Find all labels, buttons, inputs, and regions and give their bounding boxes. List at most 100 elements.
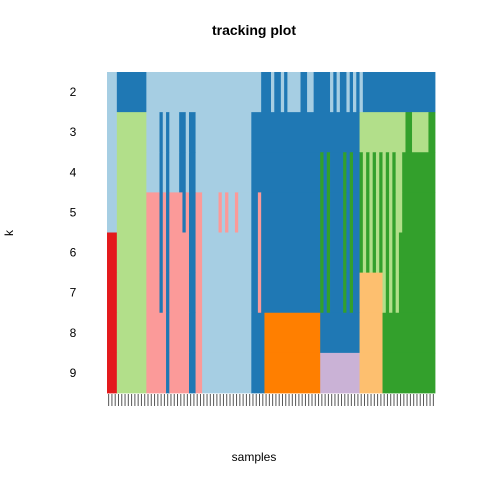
heatmap-cell <box>330 72 334 113</box>
heatmap-cell <box>376 152 380 193</box>
heatmap-cell <box>376 192 380 233</box>
heatmap-cell <box>379 152 383 193</box>
heatmap-cell <box>356 72 360 113</box>
heatmap-cell <box>376 233 380 274</box>
heatmap-cell <box>251 192 258 233</box>
heatmap-cell <box>314 72 331 113</box>
heatmap-cell <box>219 192 223 233</box>
heatmap-cell <box>107 313 117 354</box>
heatmap-cell <box>360 72 364 113</box>
heatmap-cell <box>169 353 189 394</box>
heatmap-cell <box>320 353 360 394</box>
heatmap-cell <box>369 152 373 193</box>
heatmap-cell <box>169 313 189 354</box>
heatmap-cell <box>327 233 331 274</box>
heatmap-cell <box>166 152 170 193</box>
y-tick-label: 9 <box>70 366 77 380</box>
heatmap-cell <box>373 192 377 233</box>
heatmap-cell <box>182 192 186 233</box>
heatmap-cell <box>402 152 435 193</box>
heatmap-cell <box>389 152 393 193</box>
heatmap-cell <box>261 72 271 113</box>
heatmap-cell <box>373 233 377 274</box>
heatmap-cell <box>196 313 203 354</box>
heatmap-cell <box>399 273 435 314</box>
heatmap-cell <box>169 233 189 274</box>
heatmap-cell <box>166 112 170 153</box>
heatmap-cell <box>107 273 117 314</box>
heatmap-cell <box>166 233 170 274</box>
heatmap-cell <box>179 152 186 193</box>
heatmap-cell <box>169 192 183 233</box>
heatmap-cell <box>163 152 167 193</box>
heatmap-cell <box>320 192 324 233</box>
heatmap-cell <box>222 192 226 233</box>
heatmap-cell <box>107 192 117 233</box>
heatmap-cell <box>202 192 219 233</box>
heatmap-cell <box>107 233 117 274</box>
heatmap-cell <box>189 273 196 314</box>
heatmap-cell <box>202 233 252 274</box>
heatmap-cell <box>350 233 354 274</box>
heatmap-cell <box>186 152 190 193</box>
heatmap-cell <box>163 273 167 314</box>
y-tick-label: 2 <box>70 85 77 99</box>
heatmap-cell <box>353 72 357 113</box>
heatmap-cell <box>166 313 170 354</box>
heatmap-cell <box>189 353 196 394</box>
heatmap-cell <box>159 233 163 274</box>
heatmap-cell <box>386 192 390 233</box>
heatmap-cell <box>163 112 167 153</box>
heatmap-cell <box>202 313 252 354</box>
heatmap-cell <box>196 233 203 274</box>
heatmap-cell <box>396 192 403 233</box>
heatmap-cell <box>146 72 261 113</box>
heatmap-cell <box>360 192 364 233</box>
y-tick-label: 8 <box>70 326 77 340</box>
heatmap-cell <box>383 192 387 233</box>
heatmap-cell <box>258 273 262 314</box>
heatmap-cell <box>353 273 360 314</box>
heatmap-cell <box>169 273 189 314</box>
heatmap-cell <box>330 273 344 314</box>
heatmap-cell <box>107 353 117 394</box>
heatmap-cell <box>412 112 429 153</box>
heatmap-cell <box>363 233 367 274</box>
heatmap-cell <box>363 152 367 193</box>
heatmap-cell <box>383 233 387 274</box>
heatmap-cell <box>235 192 239 233</box>
heatmap-cell <box>117 112 147 153</box>
heatmap-cell <box>363 72 436 113</box>
heatmap-cell <box>117 233 147 274</box>
heatmap-cell <box>379 192 383 233</box>
y-tick-label: 3 <box>70 125 77 139</box>
heatmap-cell <box>392 152 396 193</box>
heatmap-cell <box>346 152 350 193</box>
heatmap-cell <box>323 192 327 233</box>
heatmap-cell <box>346 273 350 314</box>
heatmap-cell <box>251 353 265 394</box>
heatmap-cell <box>261 192 320 233</box>
heatmap-cell <box>366 233 370 274</box>
heatmap-cell <box>369 233 373 274</box>
heatmap-cell <box>330 233 344 274</box>
heatmap-cell <box>271 72 275 113</box>
heatmap-cell <box>107 152 117 193</box>
heatmap-cell <box>353 192 360 233</box>
heatmap-cell <box>261 273 320 314</box>
heatmap-cell <box>360 152 364 193</box>
heatmap-cell <box>392 233 396 274</box>
heatmap-cell <box>159 112 163 153</box>
heatmap-cell <box>392 192 396 233</box>
heatmap-cell <box>327 273 331 314</box>
heatmap-cell <box>301 72 308 113</box>
heatmap-cell <box>396 273 400 314</box>
heatmap-cell <box>360 353 383 394</box>
y-tick-label: 4 <box>70 165 77 179</box>
heatmap-cell <box>346 192 350 233</box>
heatmap-cell <box>166 353 170 394</box>
heatmap-cell <box>360 112 406 153</box>
heatmap-cell <box>261 233 320 274</box>
heatmap-cell <box>396 233 400 274</box>
